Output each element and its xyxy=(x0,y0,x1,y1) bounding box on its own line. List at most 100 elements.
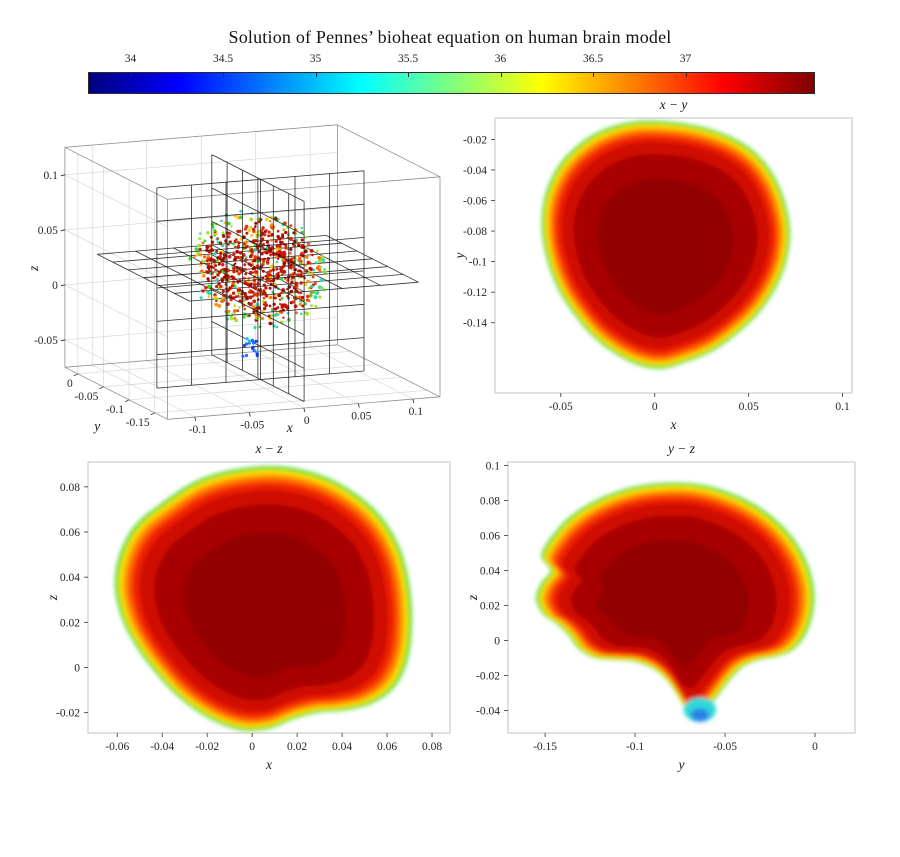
tick-text: 0 xyxy=(74,663,80,675)
tick-text: -0.15 xyxy=(126,417,150,429)
brain-heat-slice xyxy=(536,482,815,722)
colorbar-tick-label: 35 xyxy=(309,53,322,65)
tick-text: -0.02 xyxy=(463,134,487,146)
colorbar-tick-label: 36 xyxy=(494,53,507,65)
tick-text: -0.08 xyxy=(463,226,487,238)
axes-box xyxy=(494,117,853,394)
tick-text: 0.02 xyxy=(480,601,500,613)
tick-text: 0.06 xyxy=(377,741,397,753)
tick-text: -0.02 xyxy=(195,741,219,753)
tick-text: 0 xyxy=(67,378,73,390)
heat-layer xyxy=(597,178,734,315)
tick-text: -0.1 xyxy=(469,257,487,269)
tick-text: -0.05 xyxy=(74,391,98,403)
tick-text: -0.04 xyxy=(476,706,500,718)
tick-text: -0.14 xyxy=(463,318,487,330)
colorbar-tick-label: 36.5 xyxy=(582,53,604,65)
tick-marks xyxy=(491,138,844,397)
brain-heat-slice xyxy=(114,466,412,731)
tick-text: -0.04 xyxy=(150,741,174,753)
tick-text: 0 xyxy=(249,741,255,753)
tick-text: -0.05 xyxy=(240,420,264,432)
tick-text: 0.08 xyxy=(480,496,500,508)
colorbar-tick-mark xyxy=(130,73,132,77)
tick-text: 0.06 xyxy=(480,531,500,543)
subplot-xz-slice: -0.06 -0.04 -0.02 0 0.02 0.04 0.06 0.08 0.08 0.06… xyxy=(45,441,451,772)
axes-box xyxy=(87,461,451,734)
tick-text: -0.1 xyxy=(106,404,124,416)
axis-label: z xyxy=(45,594,60,601)
colorbar-tick-mark xyxy=(685,73,687,77)
colorbar-tick-label: 37 xyxy=(679,53,692,65)
colorbar-tick-label: 35.5 xyxy=(397,53,419,65)
tick-text: 0.1 xyxy=(486,461,501,473)
cold-spot-points xyxy=(241,337,259,358)
tick-text: -0.05 xyxy=(34,335,58,347)
tick-text: -0.05 xyxy=(549,401,573,413)
subplot-title: x − y xyxy=(659,97,688,112)
brain-heat-slice xyxy=(541,120,791,369)
colorbar-tick-mark xyxy=(315,73,317,77)
tick-text: 0.05 xyxy=(739,401,759,413)
heat-layer xyxy=(596,539,750,668)
colorbar-tick-mark xyxy=(408,73,410,77)
colorbar: 34 34.5 35 35.5 36 36.5 37 xyxy=(88,53,815,94)
tick-text: 0.08 xyxy=(422,741,442,753)
tick-text: 0.1 xyxy=(835,401,850,413)
colorbar-tick-label: 34.5 xyxy=(212,53,234,65)
axis-label: x xyxy=(265,757,272,772)
tick-text: 0.04 xyxy=(60,572,80,584)
tick-text: -0.1 xyxy=(189,424,207,436)
axis-label: y xyxy=(92,418,100,433)
figure-title: Solution of Pennes’ bioheat equation on … xyxy=(228,27,672,47)
slice-plane-y xyxy=(156,170,365,389)
subplot-title: x − z xyxy=(254,441,283,456)
tick-text: -0.1 xyxy=(626,741,644,753)
tick-text: -0.12 xyxy=(463,287,487,299)
tick-text: -0.04 xyxy=(463,165,487,177)
heat-layer xyxy=(182,532,347,678)
tick-text: 0.05 xyxy=(38,225,58,237)
subplot-xy-slice: -0.05 0 0.05 0.1 -0.02 -0.04 -0.06 -0.08 -0.1 -0.… xyxy=(452,97,853,432)
tick-text: 0 xyxy=(304,415,310,427)
tick-text: -0.06 xyxy=(105,741,129,753)
tick-text: 0.06 xyxy=(60,527,80,539)
tick-text: -0.05 xyxy=(713,741,737,753)
subplot-yz-slice: -0.15 -0.1 -0.05 0 0.1 0.08 0.06 0.04 0.02 0 -0.02… xyxy=(465,441,856,772)
tick-text: 0 xyxy=(494,636,500,648)
slice-plane-x xyxy=(211,154,305,402)
cold-spot xyxy=(690,708,709,722)
tick-text: 0.05 xyxy=(351,411,371,423)
tick-text: 0.02 xyxy=(287,741,307,753)
axis-label: x xyxy=(286,420,293,435)
tick-marks xyxy=(84,486,433,737)
axes-box xyxy=(507,461,856,734)
colorbar-tick-label: 34 xyxy=(124,53,137,65)
colorbar-gradient xyxy=(88,72,815,94)
tick-text: 0.04 xyxy=(480,566,500,578)
colorbar-tick-mark xyxy=(593,73,594,77)
axis-label: y xyxy=(677,757,685,772)
axis-label: z xyxy=(26,265,41,272)
colorbar-tick-mark xyxy=(223,73,225,77)
axis-label: z xyxy=(465,594,480,601)
tick-text: 0.1 xyxy=(409,406,424,418)
tick-text: 0 xyxy=(652,401,658,413)
subplot-title: y − z xyxy=(666,441,696,456)
tick-text: 0 xyxy=(812,741,818,753)
tick-marks xyxy=(504,465,816,737)
tick-text: -0.02 xyxy=(56,708,80,720)
tick-text: 0.08 xyxy=(60,482,80,494)
axis-label: x xyxy=(670,417,677,432)
colorbar-tick-mark xyxy=(500,73,502,77)
tick-text: 0 xyxy=(52,280,58,292)
tick-text: 0.1 xyxy=(44,170,59,182)
tick-labels-3d: -0.1 -0.05 0 0.05 0.10-0.05-0.1-0.150.10.050… xyxy=(34,170,423,436)
tick-text: 0.04 xyxy=(332,741,352,753)
tick-text: -0.02 xyxy=(476,671,500,683)
brain-point-cloud xyxy=(188,209,328,330)
tick-text: 0.02 xyxy=(60,617,80,629)
tick-text: -0.06 xyxy=(463,196,487,208)
subplot-3d-brain-slices: -0.1 -0.05 0 0.05 0.10-0.05-0.1-0.150.10.050… xyxy=(26,124,441,436)
